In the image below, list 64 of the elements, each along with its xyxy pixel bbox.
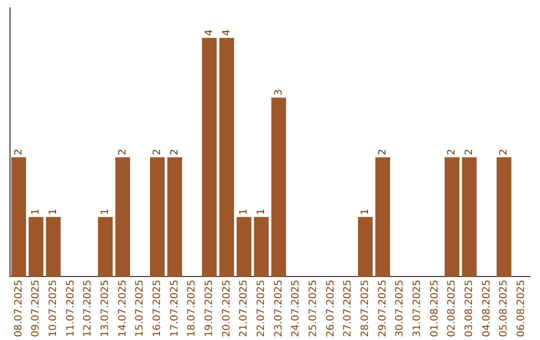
x-tick-label: 17.07.2025 [169,280,180,338]
data-label: 2 [377,148,388,156]
x-tick-label: 11.07.2025 [65,280,76,338]
data-label: 2 [446,148,458,156]
x-tick-label: 31.07.2025 [412,280,423,338]
x-tick-label: 03.08.2025 [464,280,475,338]
data-label: 1 [256,208,267,216]
data-label: 4 [204,29,215,36]
bar [202,38,217,277]
bar [462,157,477,277]
bar [115,157,130,277]
x-tick-label: 04.08.2025 [481,280,492,338]
bar [46,217,61,277]
x-tick-label: 25.07.2025 [308,280,319,338]
x-tick-label: 08.07.2025 [13,280,24,338]
x-tick-label: 13.07.2025 [100,280,111,338]
x-tick-label: 09.07.2025 [30,280,42,338]
x-tick-label: 24.07.2025 [290,280,302,338]
x-tick-label: 19.07.2025 [204,280,215,338]
data-label: 1 [30,208,42,216]
bar [236,217,252,277]
data-label: 2 [13,148,24,156]
data-label: 2 [464,148,475,156]
x-tick-label: 30.07.2025 [394,280,406,338]
bar [254,217,269,277]
data-label: 2 [169,148,180,156]
x-tick-label: 06.08.2025 [516,280,527,338]
data-label: 1 [360,208,371,216]
x-tick-label: 12.07.2025 [82,280,94,338]
bar [358,217,373,277]
data-label: 1 [100,208,111,216]
x-tick-label: 01.08.2025 [429,280,440,338]
bar [150,157,165,277]
x-tick-label: 22.07.2025 [256,280,267,338]
bar [28,217,44,277]
bar [271,98,286,277]
x-tick-label: 15.07.2025 [134,280,146,338]
x-tick-label: 23.07.2025 [273,280,284,338]
data-label: 4 [221,29,232,36]
data-label: 3 [273,89,284,96]
data-label: 1 [48,208,59,216]
x-tick-label: 28.07.2025 [360,280,371,338]
x-tick-label: 02.08.2025 [446,280,458,338]
bar [444,157,460,277]
bar [11,157,26,277]
bar [98,217,113,277]
data-label: 2 [152,148,163,156]
x-tick-label: 29.07.2025 [377,280,388,338]
x-tick-label: 27.07.2025 [342,280,354,338]
x-tick-label: 20.07.2025 [221,280,232,338]
x-tick-label: 14.07.2025 [117,280,128,338]
x-tick-label: 10.07.2025 [48,280,59,338]
x-tick-label: 05.08.2025 [498,280,510,338]
data-label: 2 [117,148,128,156]
x-tick-label: 18.07.2025 [186,280,198,338]
bar [167,157,182,277]
bar [219,38,234,277]
data-label: 1 [238,208,250,216]
x-tick-label: 16.07.2025 [152,280,163,338]
bar [375,157,390,277]
x-tick-label: 21.07.2025 [238,280,250,338]
bar [496,157,512,277]
x-tick-label: 26.07.2025 [325,280,336,338]
data-label: 2 [498,148,510,156]
